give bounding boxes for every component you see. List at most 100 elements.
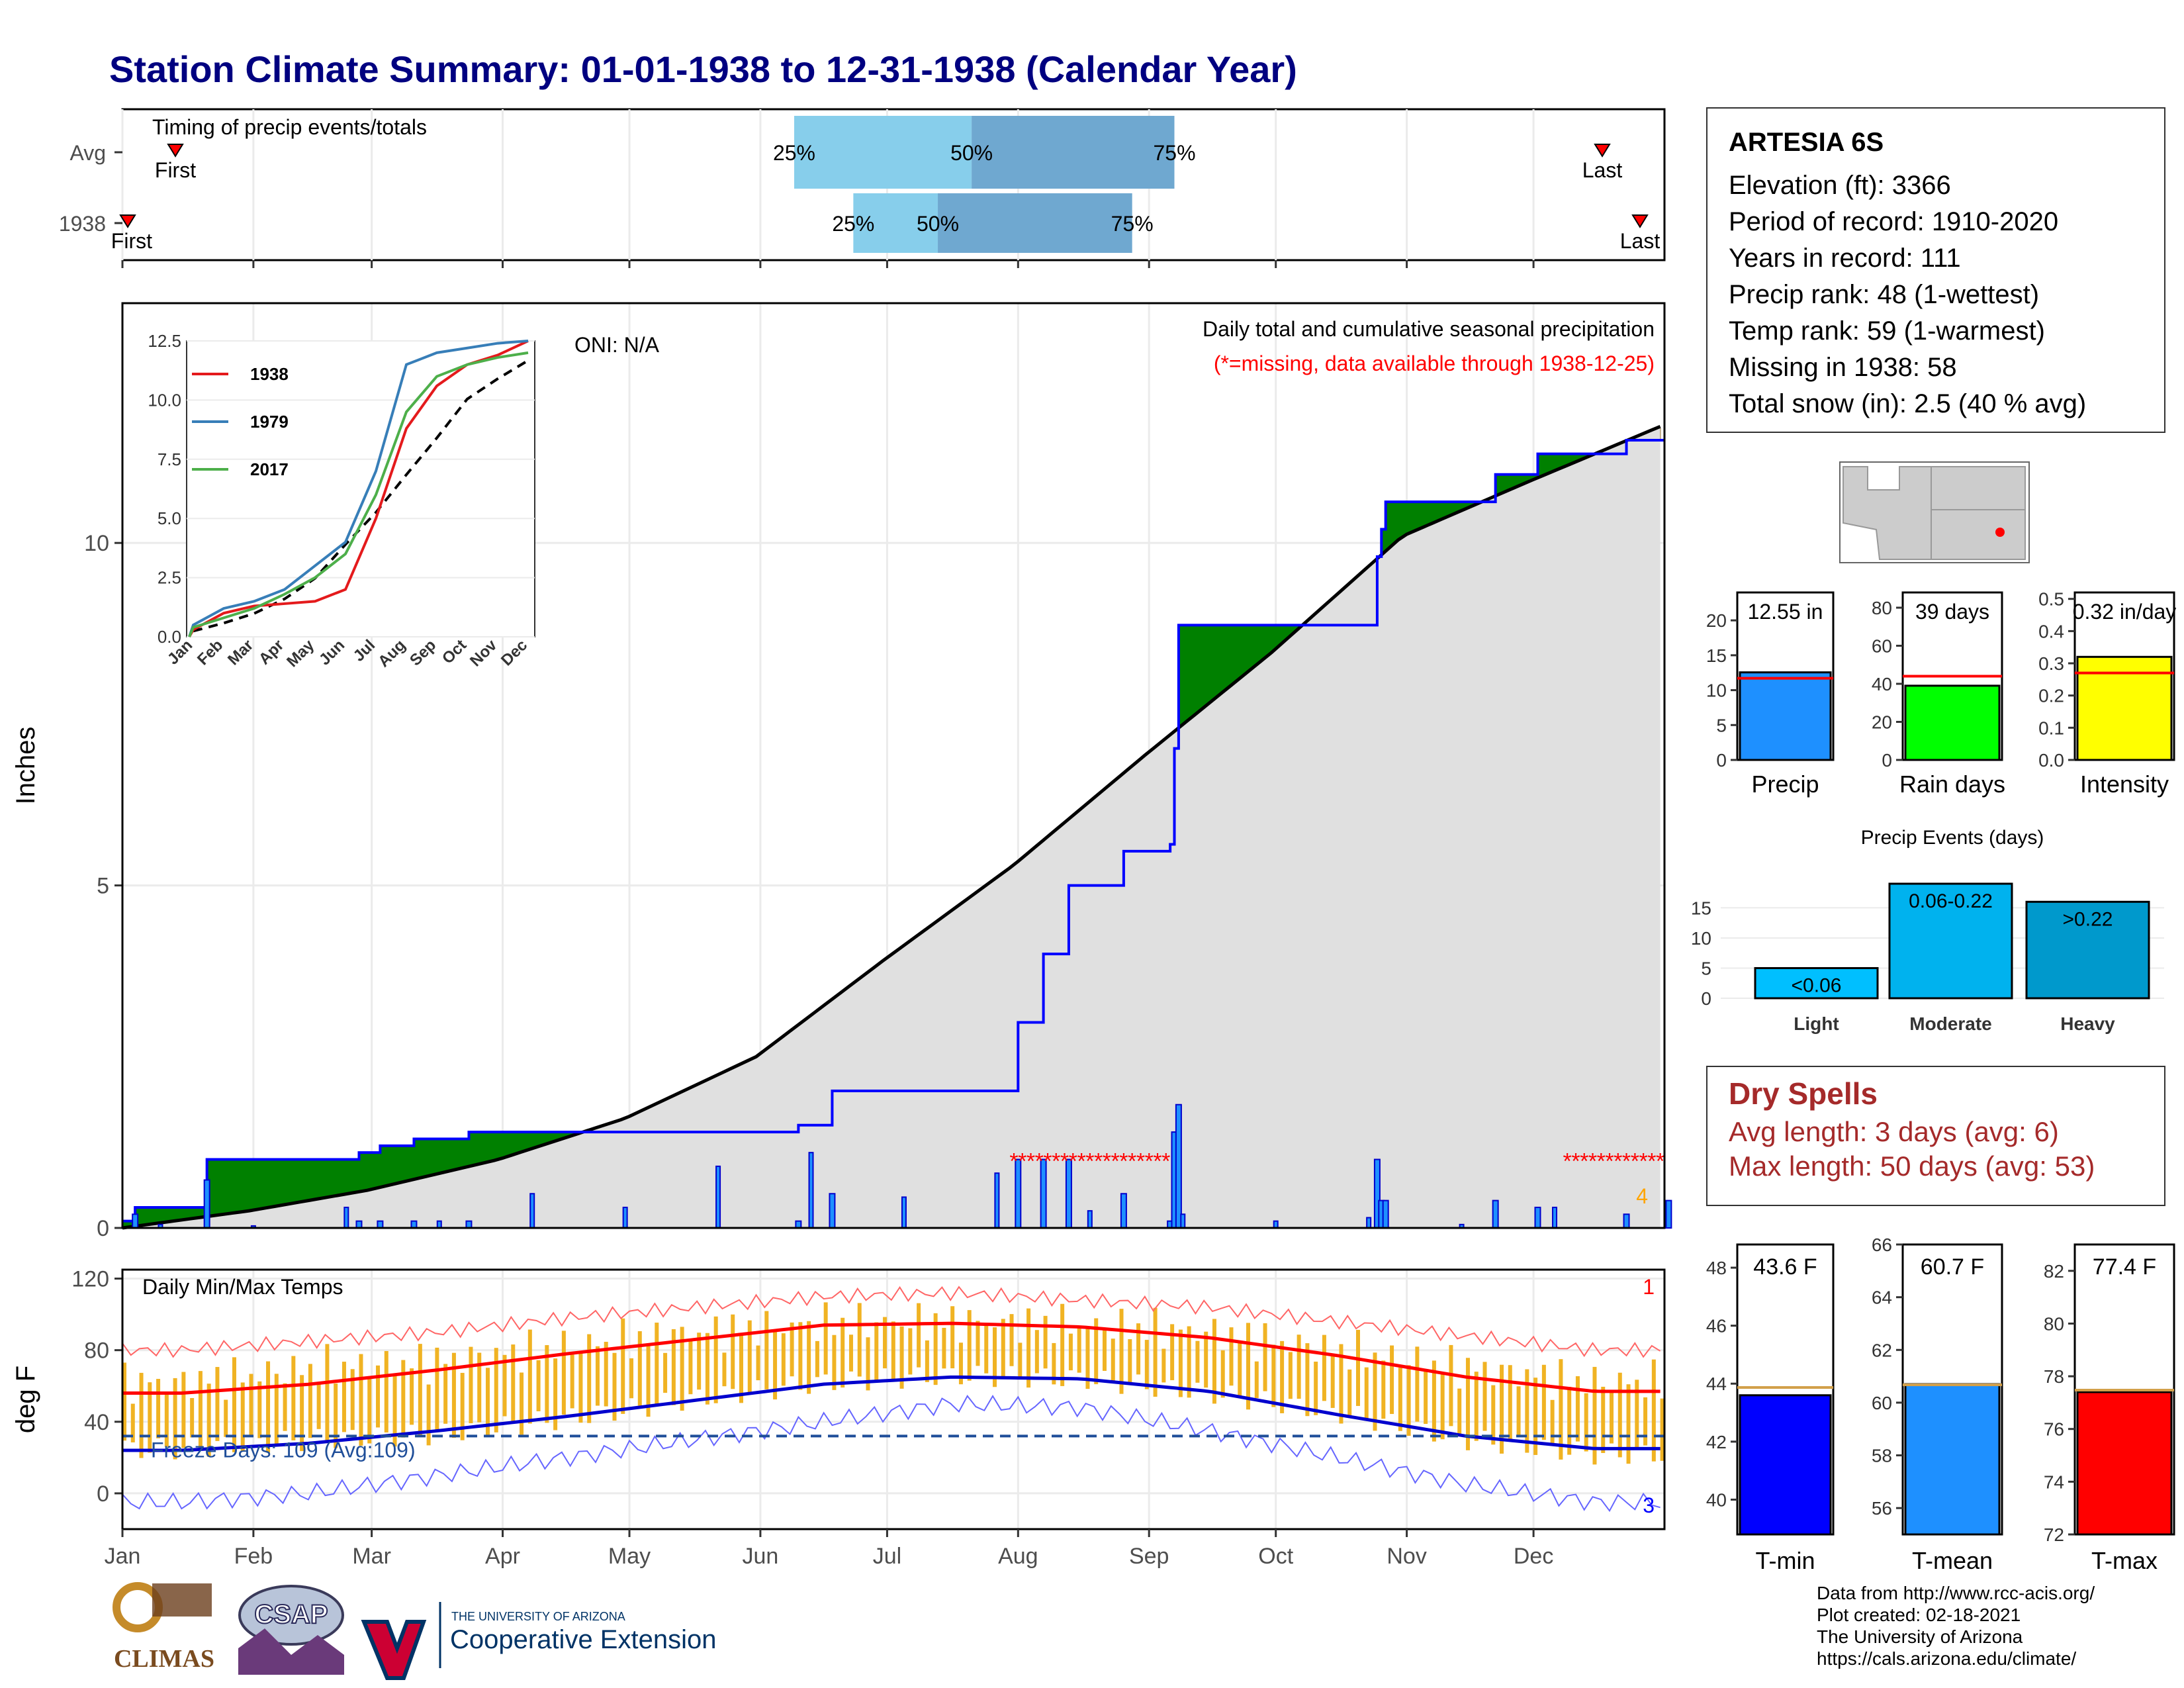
daily-temp-bar [680, 1327, 684, 1411]
precip-events-chart: Precip Events (days) 0 5 10 15 <0.06 Light 0.06… [1691, 827, 2164, 1034]
credit-university: The University of Arizona [1817, 1626, 2023, 1647]
timing-p50: 50% [917, 212, 959, 236]
missing-day-marker: * [1060, 1149, 1069, 1174]
timing-first-marker [167, 144, 184, 158]
daily-temp-bar [984, 1325, 989, 1374]
precip-above-normal-fill [1246, 625, 1251, 673]
daily-temp-bar [190, 1397, 195, 1438]
daily-precip-bar [994, 1172, 1000, 1229]
temp-summary-ytick-label: 42 [1706, 1432, 1727, 1452]
missing-day-marker: * [1580, 1149, 1588, 1174]
daily-temp-bar [781, 1333, 786, 1386]
daily-temp-bar [1026, 1308, 1031, 1388]
summary-ytick-label: 40 [1872, 674, 1892, 694]
precip-above-normal-fill [1546, 453, 1551, 475]
precip-above-normal-fill [1432, 502, 1437, 524]
daily-precip-bar [465, 1220, 473, 1229]
missing-day-marker: * [1563, 1149, 1572, 1174]
precip-above-normal-fill [215, 1159, 220, 1216]
precip-above-normal-fill [219, 1159, 225, 1215]
events-bar-label: 0.06-0.22 [1909, 890, 1993, 912]
precip-above-normal-fill [1220, 625, 1226, 694]
inset-legend-label: 1979 [250, 412, 289, 432]
precip-above-normal-fill [363, 1152, 369, 1192]
precip-above-normal-fill [498, 1132, 504, 1160]
precip-above-normal-fill [295, 1159, 300, 1203]
daily-temp-bar [122, 1362, 126, 1441]
temp-ytick-label: 0 [97, 1481, 109, 1507]
daily-temp-bar [1415, 1346, 1420, 1422]
daily-temp-bar [536, 1360, 541, 1411]
precip-above-normal-fill [481, 1132, 486, 1164]
precip-summary-bars: 0 5 10 15 20 12.55 in Precip 0 20 40 60 80 39 days Ra… [1706, 589, 2176, 798]
daily-temp-bar [215, 1367, 220, 1441]
events-category-label: Heavy [2060, 1013, 2115, 1034]
precip-above-normal-fill [515, 1132, 520, 1154]
credit-source: Data from http://www.rcc-acis.org/ [1817, 1583, 2095, 1603]
summary-ytick-label: 0 [1882, 750, 1892, 771]
precip-above-normal-fill [232, 1159, 238, 1213]
precip-above-normal-fill [211, 1159, 216, 1216]
precip-above-normal-fill [1187, 625, 1192, 722]
daily-temp-bar [1651, 1359, 1656, 1462]
precip-above-normal-fill [1440, 502, 1445, 520]
precip-above-normal-fill [465, 1139, 470, 1168]
month-label: Sep [1129, 1544, 1169, 1569]
daily-temp-bar [1406, 1365, 1411, 1436]
precip-above-normal-fill [1250, 625, 1255, 670]
month-label: Nov [1387, 1544, 1426, 1569]
daily-temp-bar [798, 1322, 803, 1390]
precip-above-normal-fill [274, 1159, 279, 1207]
precip-above-normal-fill [388, 1145, 394, 1186]
month-label: Jun [743, 1544, 779, 1569]
daily-temp-bar [688, 1340, 693, 1395]
station-precip-rank: Precip rank: 48 (1-wettest) [1729, 280, 2040, 309]
precip-above-normal-fill [1453, 502, 1459, 514]
daily-temp-bar [1322, 1335, 1326, 1401]
normal-tmin-line [122, 1375, 1661, 1452]
month-label: Feb [234, 1544, 273, 1569]
precip-above-normal-fill [194, 1207, 199, 1219]
timing-row-label: 1938 [59, 212, 106, 236]
station-temp-rank: Temp rank: 59 (1-warmest) [1729, 316, 2045, 346]
daily-temp-bar [325, 1344, 330, 1444]
missing-day-marker: * [1145, 1149, 1154, 1174]
events-bar [1754, 966, 1879, 1000]
daily-precip-bar [1175, 1103, 1182, 1229]
precip-above-normal-fill [334, 1159, 339, 1196]
temp-summary-value-label: 77.4 F [2093, 1254, 2156, 1280]
daily-temp-bar [1449, 1344, 1453, 1427]
daily-temp-bar [257, 1381, 262, 1438]
missing-day-marker: * [1605, 1149, 1614, 1174]
daily-temp-bar [206, 1383, 211, 1457]
daily-temp-bar [1136, 1323, 1141, 1375]
timing-first-label: First [155, 158, 196, 182]
precip-above-normal-fill [553, 1132, 559, 1142]
climas-logo: CLIMAS [113, 1582, 214, 1673]
temp-summary-ytick-label: 66 [1872, 1235, 1892, 1255]
daily-temp-bar [646, 1343, 651, 1417]
daily-temp-bar [418, 1344, 422, 1436]
summary-category-label: Precip [1751, 771, 1819, 798]
precip-above-normal-fill [308, 1159, 314, 1201]
daily-temp-bar [1617, 1372, 1622, 1458]
precip-above-normal-fill [540, 1132, 546, 1146]
daily-precip-bar [1492, 1199, 1499, 1229]
precip-above-normal-fill [338, 1159, 343, 1196]
precip-above-normal-fill [1288, 625, 1294, 638]
credit-created: Plot created: 02-18-2021 [1817, 1605, 2021, 1625]
timing-p75: 75% [1111, 212, 1154, 236]
summary-ytick-label: 15 [1706, 645, 1727, 666]
daily-temp-bar [899, 1326, 904, 1389]
events-bar [1888, 882, 2013, 1000]
daily-temp-bar [1601, 1386, 1606, 1454]
inset-ytick-label: 5.0 [158, 508, 181, 528]
precip-above-normal-fill [536, 1132, 541, 1147]
daily-temp-bar [130, 1403, 135, 1442]
temp-summary-category-label: T-mean [1912, 1547, 1993, 1574]
precip-above-normal-fill [410, 1145, 415, 1181]
daily-temp-bar [367, 1376, 372, 1444]
daily-temp-bar [1559, 1359, 1563, 1460]
daily-temp-bar [967, 1310, 972, 1381]
precip-above-normal-fill [502, 1132, 508, 1158]
